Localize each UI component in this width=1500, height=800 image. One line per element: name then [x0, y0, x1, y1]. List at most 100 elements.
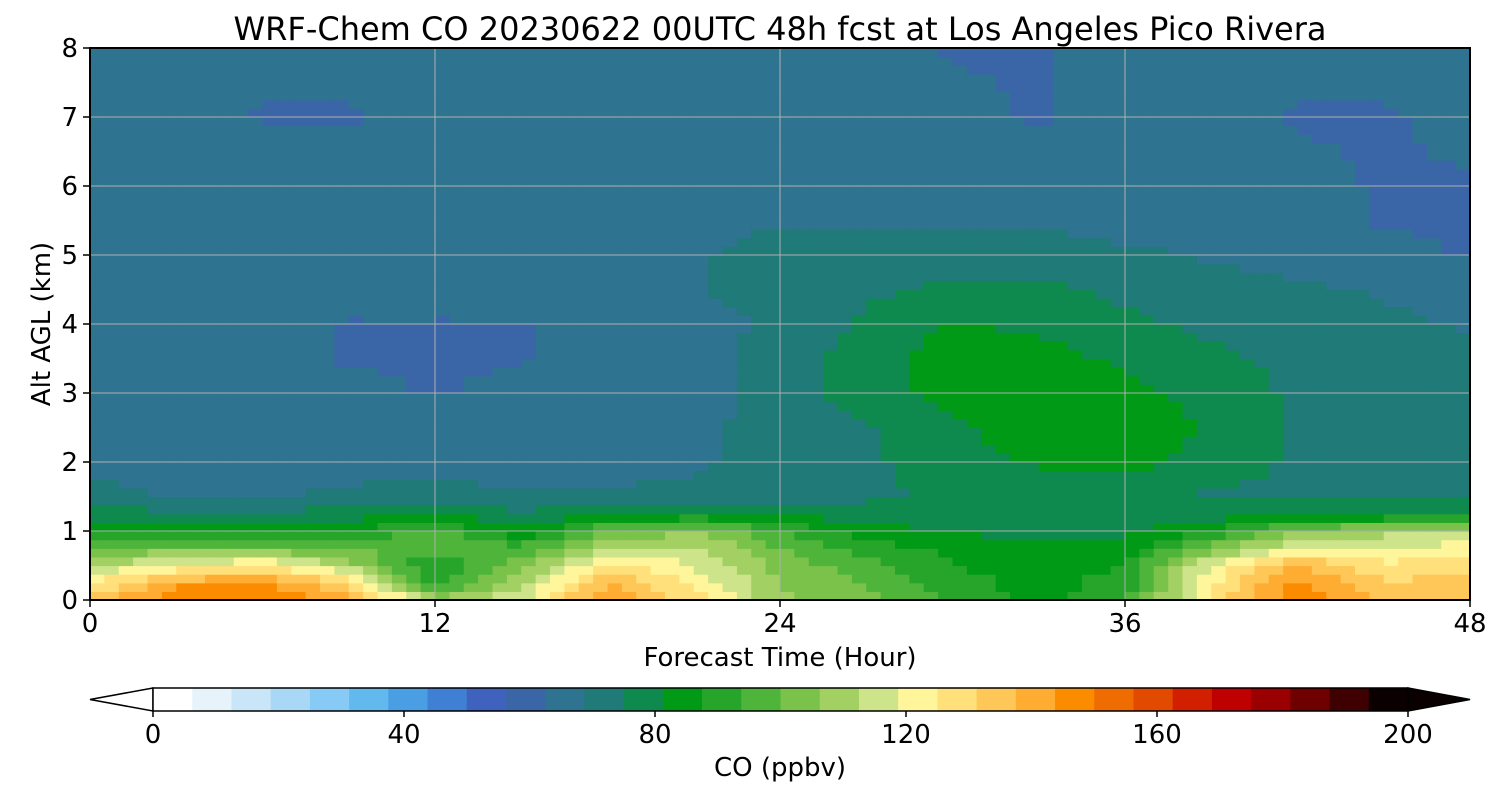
- heatmap-cell: [1254, 591, 1270, 600]
- heatmap-cell: [463, 384, 479, 394]
- heatmap-cell: [1240, 203, 1255, 213]
- heatmap-cell: [1081, 393, 1097, 403]
- heatmap-cell: [334, 565, 350, 575]
- heatmap-cell: [1268, 186, 1284, 196]
- heatmap-cell: [291, 168, 307, 178]
- heatmap-cell: [1211, 289, 1227, 299]
- heatmap-cell: [248, 582, 264, 592]
- heatmap-cell: [1125, 367, 1140, 377]
- heatmap-cell: [118, 462, 134, 472]
- heatmap-cell: [880, 194, 896, 204]
- heatmap-cell: [693, 168, 709, 178]
- heatmap-cell: [334, 315, 350, 325]
- heatmap-cell: [190, 513, 206, 523]
- heatmap-cell: [1139, 548, 1155, 558]
- heatmap-cell: [851, 375, 867, 385]
- heatmap-cell: [1441, 462, 1457, 472]
- heatmap-cell: [90, 574, 105, 584]
- heatmap-cell: [679, 470, 695, 480]
- heatmap-cell: [391, 186, 407, 196]
- heatmap-cell: [104, 513, 120, 523]
- heatmap-cell: [320, 427, 335, 437]
- heatmap-cell: [1225, 349, 1241, 360]
- heatmap-cell: [665, 410, 680, 420]
- heatmap-cell: [751, 151, 767, 161]
- heatmap-cell: [1268, 453, 1284, 463]
- heatmap-cell: [1153, 556, 1169, 567]
- heatmap-cell: [650, 177, 666, 187]
- heatmap-cell: [550, 444, 565, 454]
- heatmap-cell: [564, 263, 580, 273]
- heatmap-cell: [320, 194, 335, 204]
- heatmap-cell: [1311, 186, 1327, 196]
- heatmap-cell: [679, 522, 695, 532]
- heatmap-cell: [966, 194, 982, 204]
- heatmap-cell: [665, 574, 680, 584]
- heatmap-cell: [1326, 186, 1342, 196]
- heatmap-cell: [851, 341, 867, 351]
- heatmap-cell: [1268, 539, 1284, 549]
- heatmap-cell: [1225, 229, 1241, 239]
- heatmap-cell: [665, 324, 680, 334]
- heatmap-cell: [176, 539, 192, 549]
- heatmap-cell: [1125, 203, 1140, 213]
- heatmap-cell: [636, 341, 652, 351]
- heatmap-cell: [1010, 306, 1025, 316]
- heatmap-cell: [420, 418, 436, 429]
- heatmap-cell: [1355, 453, 1370, 463]
- heatmap-cell: [578, 341, 594, 351]
- heatmap-cell: [305, 358, 321, 368]
- heatmap-cell: [636, 453, 652, 463]
- heatmap-cell: [866, 384, 882, 394]
- heatmap-cell: [823, 220, 839, 230]
- heatmap-cell: [190, 315, 206, 325]
- heatmap-cell: [1010, 151, 1025, 161]
- heatmap-cell: [205, 229, 220, 239]
- heatmap-cell: [550, 591, 565, 600]
- heatmap-cell: [1067, 272, 1083, 282]
- heatmap-cell: [521, 349, 537, 360]
- heatmap-cell: [1038, 418, 1054, 429]
- heatmap-cell: [851, 496, 867, 506]
- heatmap-cell: [1369, 418, 1385, 429]
- heatmap-cell: [693, 513, 709, 523]
- heatmap-cell: [550, 263, 565, 273]
- heatmap-cell: [1081, 565, 1097, 575]
- heatmap-cell: [621, 358, 637, 368]
- heatmap-cell: [564, 341, 580, 351]
- heatmap-cell: [1326, 444, 1342, 454]
- heatmap-cell: [693, 393, 709, 403]
- heatmap-cell: [1081, 401, 1097, 411]
- heatmap-cell: [1311, 574, 1327, 584]
- heatmap-cell: [981, 410, 997, 420]
- heatmap-cell: [851, 255, 867, 265]
- heatmap-cell: [291, 194, 307, 204]
- heatmap-cell: [578, 505, 594, 515]
- heatmap-cell: [1412, 444, 1428, 454]
- heatmap-cell: [133, 142, 149, 153]
- heatmap-cell: [866, 487, 882, 498]
- heatmap-cell: [1096, 306, 1112, 316]
- heatmap-cell: [1010, 177, 1025, 187]
- heatmap-cell: [506, 418, 522, 429]
- heatmap-cell: [1398, 393, 1414, 403]
- heatmap-cell: [1412, 306, 1428, 316]
- heatmap-cell: [923, 272, 939, 282]
- heatmap-cell: [1326, 367, 1342, 377]
- heatmap-cell: [334, 410, 350, 420]
- heatmap-cell: [607, 237, 623, 247]
- heatmap-cell: [1096, 401, 1112, 411]
- heatmap-cell: [291, 487, 307, 498]
- heatmap-cell: [952, 410, 968, 420]
- heatmap-cell: [1426, 462, 1442, 472]
- heatmap-cell: [693, 332, 709, 342]
- heatmap-cell: [161, 229, 177, 239]
- heatmap-cell: [564, 591, 580, 600]
- heatmap-cell: [1426, 237, 1442, 247]
- heatmap-cell: [147, 418, 163, 429]
- heatmap-cell: [219, 168, 235, 178]
- heatmap-cell: [1441, 349, 1457, 360]
- heatmap-cell: [938, 349, 954, 360]
- heatmap-cell: [391, 470, 407, 480]
- heatmap-cell: [1067, 298, 1083, 308]
